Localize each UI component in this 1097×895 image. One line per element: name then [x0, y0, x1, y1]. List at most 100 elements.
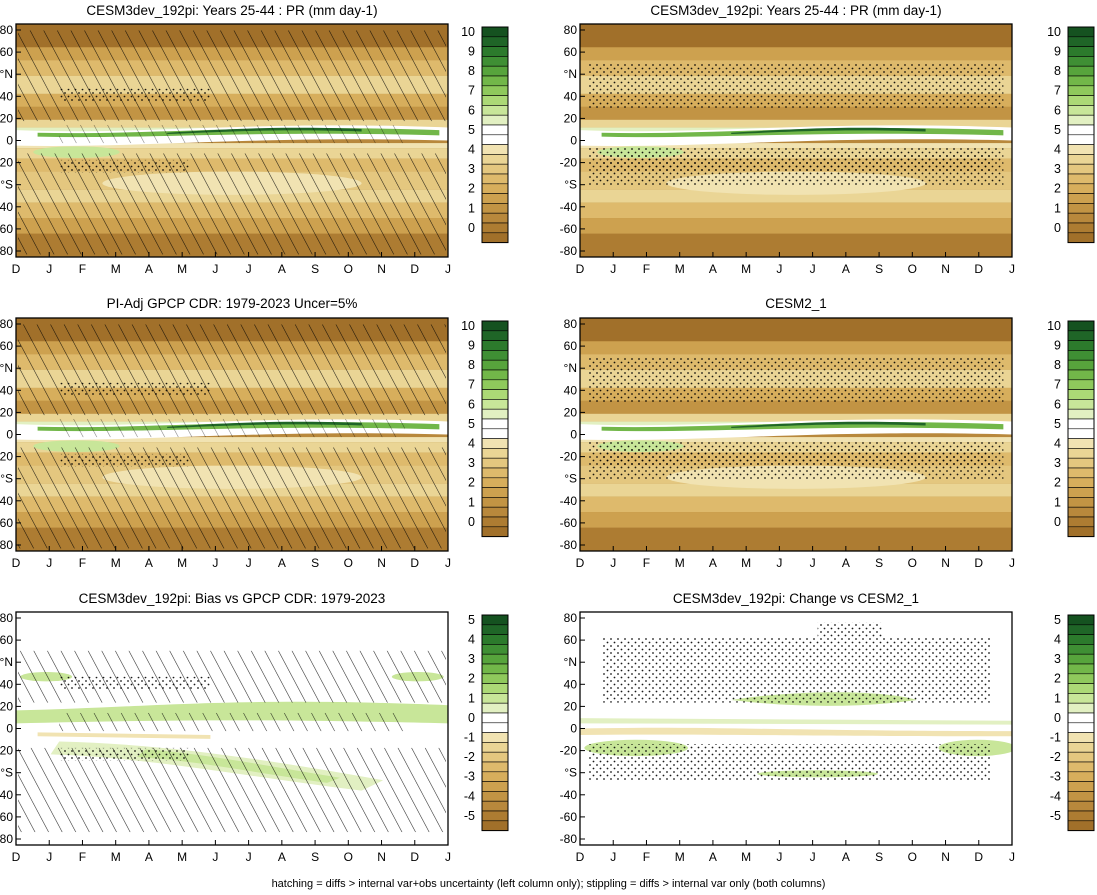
- x-tick-label: A: [842, 556, 850, 570]
- y-tick-label: -60: [560, 222, 578, 236]
- colorbar-cell: [1067, 154, 1095, 165]
- field-band: [580, 218, 1012, 234]
- colorbar-cell: [1067, 457, 1095, 469]
- colorbar-cell: [1067, 820, 1095, 831]
- y-tick-label: -80: [0, 244, 13, 258]
- y-tick-label: 60: [0, 45, 13, 59]
- colorbar-cell: [481, 722, 509, 733]
- colorbar-cell: [1067, 624, 1095, 635]
- field-band: [580, 512, 1012, 528]
- x-tick-label: D: [974, 850, 983, 864]
- x-tick-label: A: [145, 262, 153, 276]
- y-tick-label: °S: [564, 472, 577, 486]
- y-tick-label: 0: [570, 134, 577, 148]
- colorbar-label: 8: [468, 358, 475, 372]
- x-tick-label: A: [145, 850, 153, 864]
- colorbar-label: -3: [464, 770, 475, 784]
- field-band: [16, 437, 448, 443]
- x-tick-label: A: [278, 556, 286, 570]
- colorbar-label: 5: [1054, 417, 1061, 431]
- colorbar-cell: [1067, 683, 1095, 694]
- colorbar-label: -2: [464, 750, 475, 764]
- colorbar-label: 5: [1054, 613, 1061, 627]
- colorbar-label: 3: [468, 162, 475, 176]
- x-tick-label: M: [675, 262, 685, 276]
- colorbar-label: -5: [464, 809, 475, 823]
- x-tick-label: D: [410, 262, 419, 276]
- x-tick-label: J: [776, 556, 782, 570]
- colorbar-cell: [481, 781, 509, 792]
- x-tick-label: J: [776, 850, 782, 864]
- x-tick-label: M: [111, 262, 121, 276]
- colorbar-cell: [1067, 65, 1095, 77]
- x-tick-label: F: [79, 262, 86, 276]
- y-tick-label: -40: [560, 494, 578, 508]
- x-tick-label: A: [842, 262, 850, 276]
- change-patch: [580, 727, 1012, 737]
- colorbar-label: 9: [1054, 339, 1061, 353]
- colorbar-cell: [481, 26, 509, 38]
- y-tick-label: -80: [0, 832, 13, 846]
- y-tick-label: 20: [0, 405, 13, 419]
- colorbar-label: 3: [1054, 652, 1061, 666]
- field-band: [580, 527, 1012, 551]
- stippling: [59, 453, 189, 467]
- y-tick-label: °N: [564, 67, 577, 81]
- colorbar-cell: [1067, 722, 1095, 733]
- footnote: hatching = diffs > internal var+obs unce…: [271, 878, 826, 890]
- field-band: [580, 143, 1012, 149]
- colorbar-cell: [481, 163, 509, 175]
- colorbar-cell: [1067, 173, 1095, 185]
- colorbar-cell: [1067, 732, 1095, 743]
- x-tick-label: J: [445, 262, 451, 276]
- colorbar-label: 0: [468, 515, 475, 529]
- x-tick-label: O: [344, 556, 353, 570]
- y-tick-label: 0: [6, 722, 13, 736]
- x-tick-label: M: [177, 850, 187, 864]
- stippling: [588, 356, 1004, 403]
- x-tick-label: D: [12, 556, 21, 570]
- colorbar-cell: [481, 56, 509, 67]
- colorbar-cell: [1067, 389, 1095, 400]
- colorbar-cell: [1067, 95, 1095, 106]
- colorbar-cell: [1067, 448, 1095, 459]
- y-tick-label: °N: [564, 655, 577, 669]
- x-tick-label: J: [46, 850, 52, 864]
- colorbar-cell: [481, 408, 509, 420]
- y-tick-label: °N: [0, 655, 13, 669]
- colorbar-label: 2: [468, 672, 475, 686]
- itcz-peak: [731, 421, 926, 429]
- colorbar-cell: [481, 114, 509, 126]
- stippling: [588, 62, 1004, 109]
- x-tick-label: A: [709, 850, 717, 864]
- itcz-peak: [731, 127, 926, 135]
- field-band: [580, 496, 1012, 513]
- colorbar-cell: [1067, 810, 1095, 822]
- y-tick-label: -40: [0, 494, 13, 508]
- hatching: [18, 324, 446, 416]
- colorbar-cell: [1067, 506, 1095, 518]
- y-tick-label: 60: [564, 633, 578, 647]
- y-tick-label: 20: [564, 111, 578, 125]
- colorbar-cell: [481, 95, 509, 106]
- field-band: [580, 119, 1012, 128]
- x-tick-label: F: [79, 556, 86, 570]
- colorbar-cell: [1067, 75, 1095, 87]
- x-tick-label: A: [278, 262, 286, 276]
- colorbar-label: 1: [468, 495, 475, 509]
- field-band: [16, 119, 448, 128]
- colorbar-label: -5: [1050, 809, 1061, 823]
- x-tick-label: N: [941, 262, 950, 276]
- colorbar-cell: [481, 634, 509, 645]
- colorbar-cell: [1067, 761, 1095, 773]
- colorbar-label: 10: [461, 25, 475, 39]
- colorbar-cell: [481, 800, 509, 812]
- colorbar-cell: [481, 506, 509, 518]
- y-tick-label: -60: [560, 516, 578, 530]
- y-tick-label: 80: [564, 317, 578, 331]
- x-tick-label: J: [1009, 262, 1015, 276]
- colorbar-label: 1: [1054, 495, 1061, 509]
- y-tick-label: -80: [560, 244, 578, 258]
- colorbar-label: 1: [468, 201, 475, 215]
